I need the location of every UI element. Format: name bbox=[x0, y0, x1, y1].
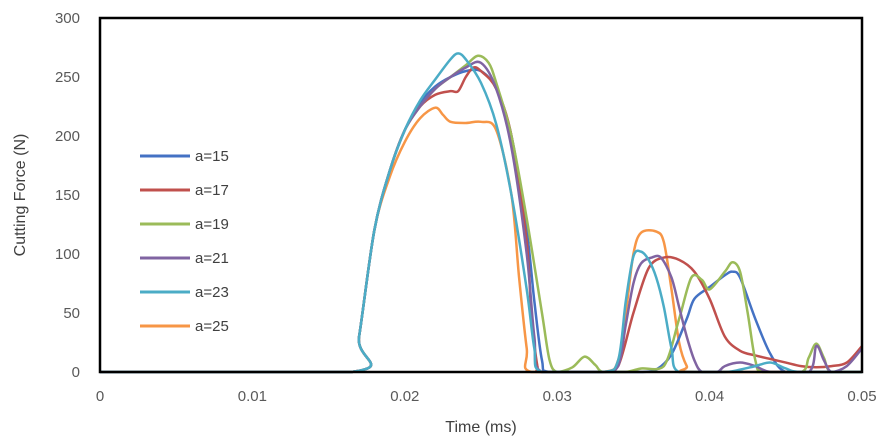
legend-label: a=19 bbox=[195, 216, 229, 233]
y-axis-ticks: 0 50 100 150 200 250 300 bbox=[55, 10, 80, 381]
y-tick-label: 50 bbox=[63, 305, 80, 322]
legend-label: a=21 bbox=[195, 250, 229, 267]
y-tick-label: 200 bbox=[55, 128, 80, 145]
y-tick-label: 150 bbox=[55, 187, 80, 204]
x-tick-label: 0.02 bbox=[390, 388, 419, 405]
legend-label: a=15 bbox=[195, 148, 229, 165]
legend-item: a=21 bbox=[140, 250, 229, 267]
x-axis-ticks: 0 0.01 0.02 0.03 0.04 0.05 bbox=[96, 388, 877, 405]
legend-item: a=23 bbox=[140, 284, 229, 301]
x-tick-label: 0.01 bbox=[238, 388, 267, 405]
legend-item: a=15 bbox=[140, 148, 229, 165]
x-axis-title: Time (ms) bbox=[445, 419, 516, 436]
legend-label: a=25 bbox=[195, 318, 229, 335]
legend-label: a=17 bbox=[195, 182, 229, 199]
plot-area-frame bbox=[98, 16, 864, 374]
y-axis-title: Cutting Force (N) bbox=[12, 134, 29, 257]
y-tick-label: 250 bbox=[55, 69, 80, 86]
legend: a=15 a=17 a=19 a=21 a=23 a=25 bbox=[140, 148, 229, 335]
y-tick-label: 0 bbox=[72, 364, 80, 381]
legend-item: a=25 bbox=[140, 318, 229, 335]
x-tick-label: 0 bbox=[96, 388, 104, 405]
legend-item: a=19 bbox=[140, 216, 229, 233]
legend-item: a=17 bbox=[140, 182, 229, 199]
legend-label: a=23 bbox=[195, 284, 229, 301]
y-tick-label: 100 bbox=[55, 246, 80, 263]
y-tick-label: 300 bbox=[55, 10, 80, 27]
x-tick-label: 0.04 bbox=[695, 388, 724, 405]
x-tick-label: 0.05 bbox=[847, 388, 876, 405]
x-tick-label: 0.03 bbox=[543, 388, 572, 405]
series-lines bbox=[100, 52, 863, 374]
